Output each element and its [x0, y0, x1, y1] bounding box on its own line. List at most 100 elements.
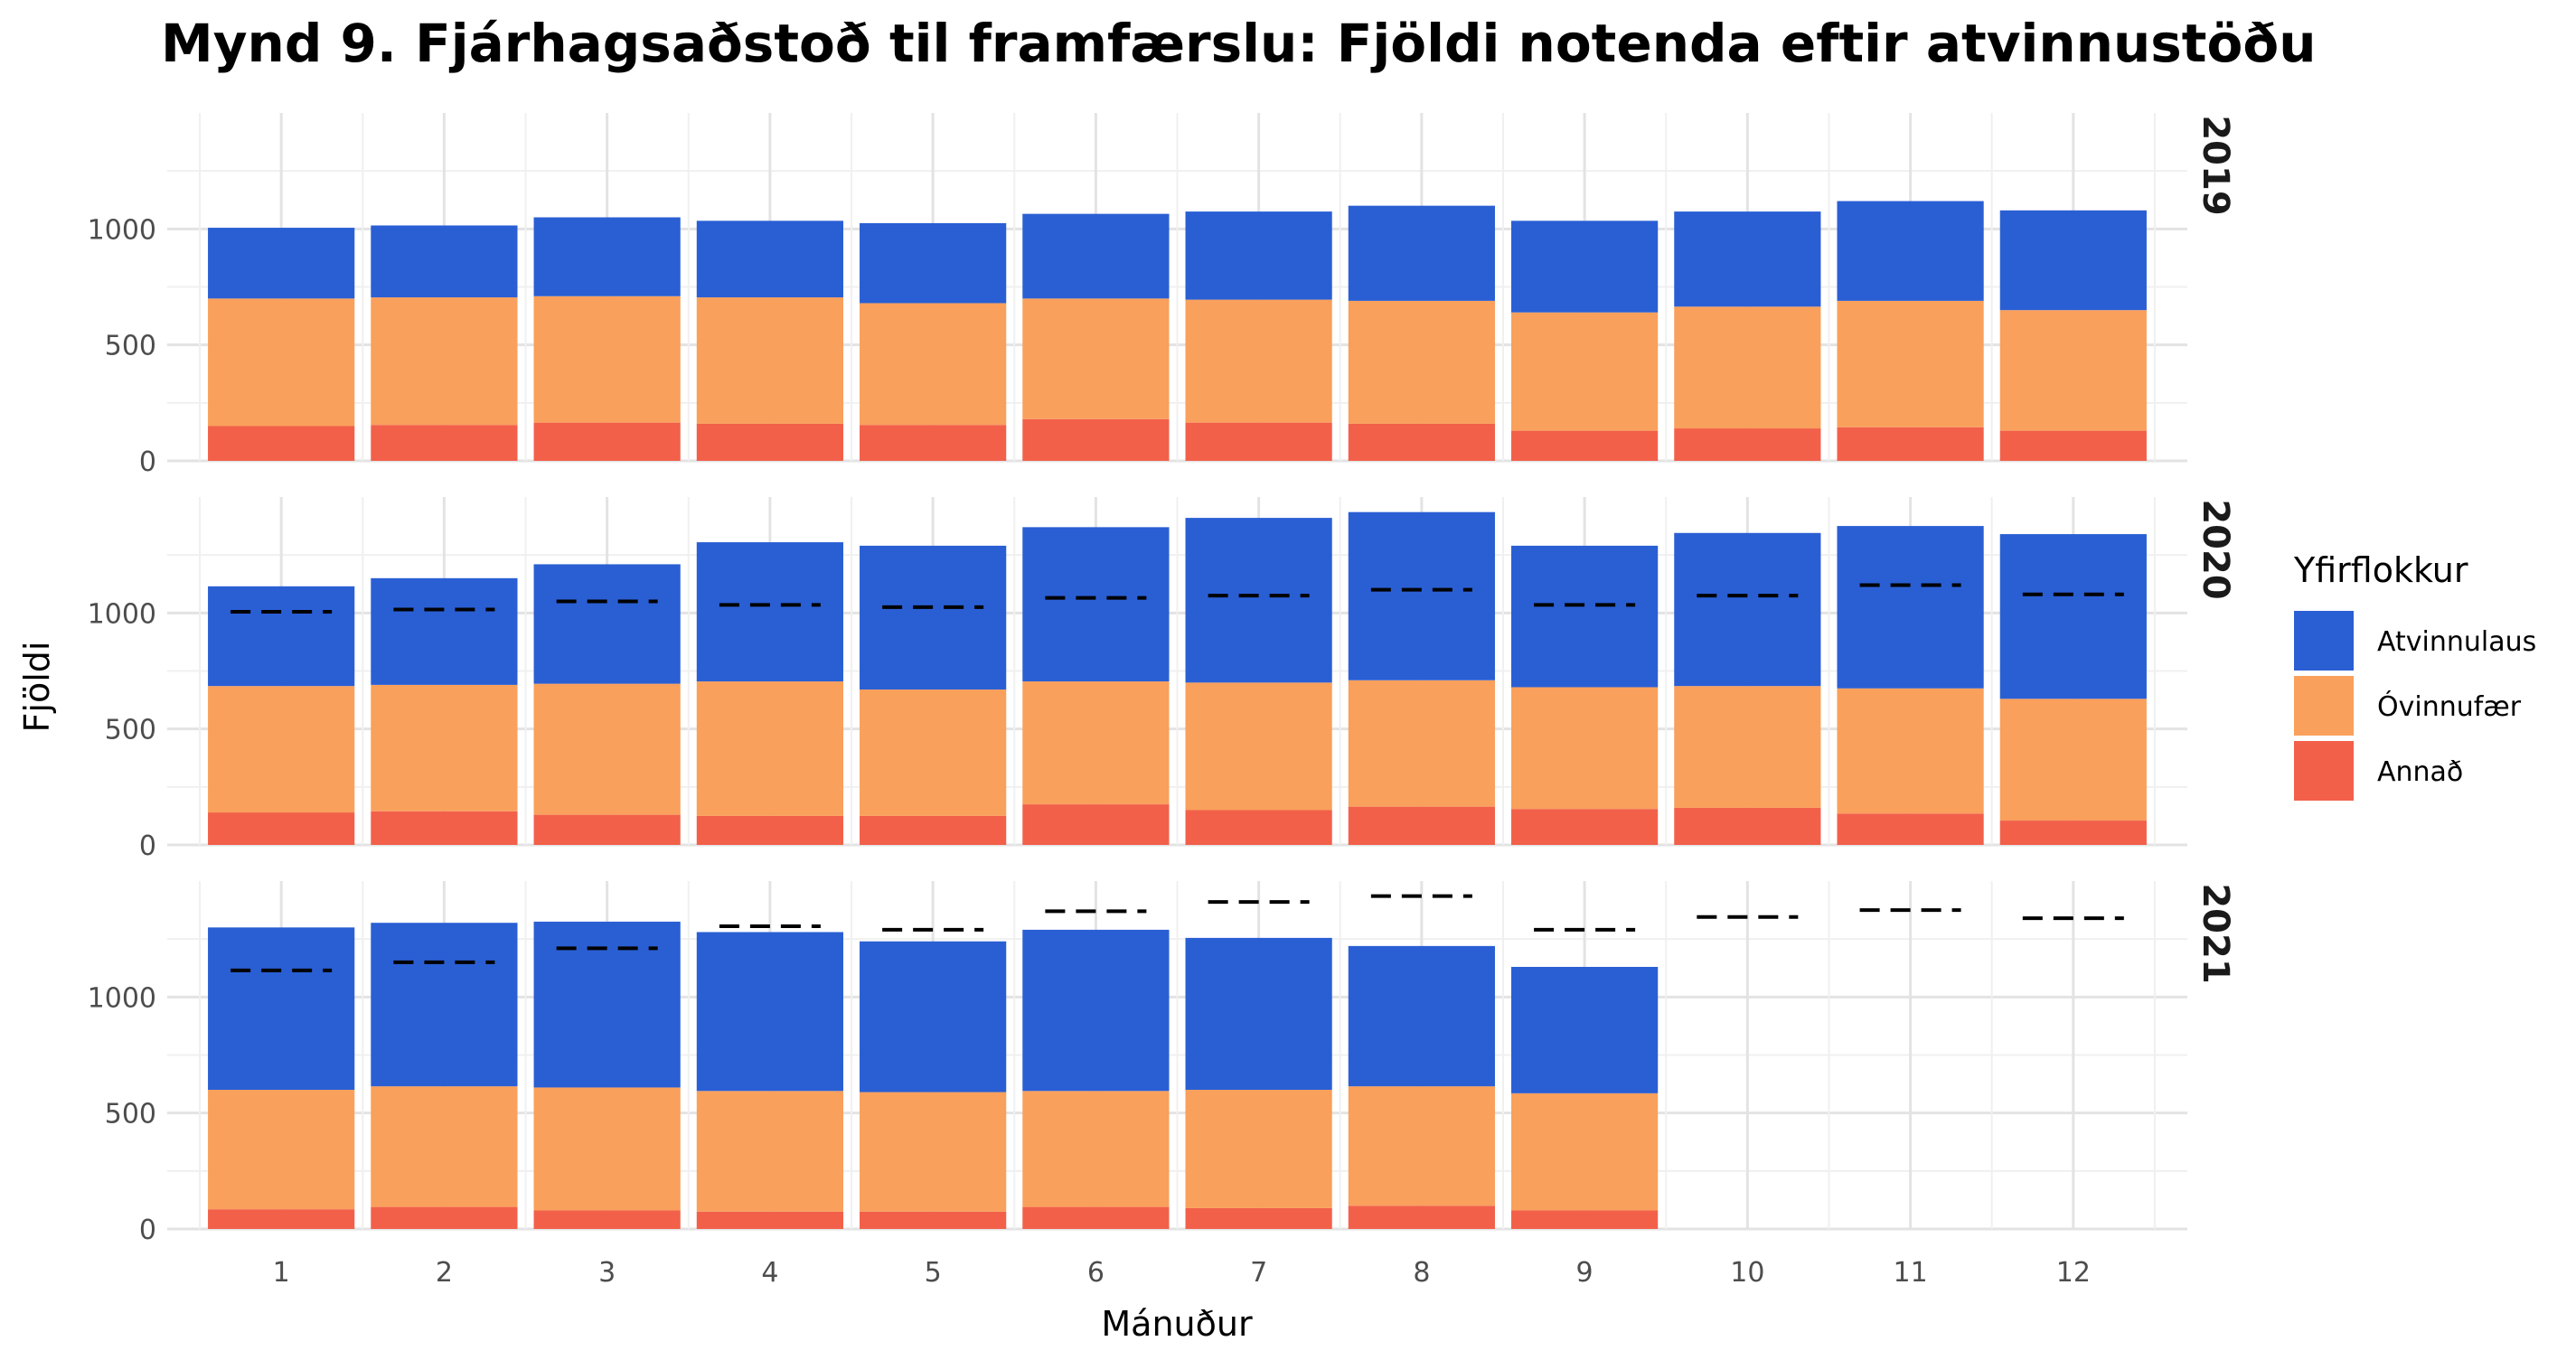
- bar-segment-annað: [1185, 422, 1332, 461]
- legend-key-atvinnulaus: [2294, 611, 2354, 671]
- panel-2020: 0 500 1000 2020: [88, 497, 2236, 862]
- legend-label: Óvinnufær: [2377, 689, 2522, 723]
- bar-segment-annað: [1022, 804, 1170, 845]
- panel-2021: 0 500 1000 2021: [88, 881, 2236, 1246]
- bar-segment-óvinnufær: [696, 297, 844, 424]
- legend: Yfirflokkur Atvinnulaus Óvinnufær Annað: [2293, 550, 2536, 801]
- bar-segment-annað: [371, 811, 518, 845]
- panel-strip-label: 2019: [2195, 115, 2236, 215]
- y-tick-label: 0: [139, 830, 156, 862]
- bar-segment-annað: [533, 814, 681, 845]
- bar-segment-atvinnulaus: [1510, 545, 1659, 688]
- bar-segment-óvinnufær: [1837, 300, 1984, 427]
- bar-segment-atvinnulaus: [860, 222, 1007, 304]
- bar-segment-óvinnufær: [860, 1092, 1007, 1212]
- bar-segment-atvinnulaus: [1185, 518, 1332, 683]
- bar-segment-óvinnufær: [1674, 686, 1821, 808]
- bar-segment-atvinnulaus: [371, 225, 518, 298]
- bar-segment-annað: [1510, 809, 1659, 845]
- x-tick-label: 9: [1576, 1257, 1594, 1289]
- bar-segment-annað: [1674, 807, 1821, 845]
- bar-segment-atvinnulaus: [208, 586, 355, 687]
- bar-segment-óvinnufær: [1185, 299, 1332, 423]
- bar-segment-atvinnulaus: [1348, 945, 1495, 1087]
- bar-segment-annað: [1510, 1210, 1659, 1229]
- bar-segment-atvinnulaus: [696, 542, 844, 682]
- y-tick-label: 500: [105, 715, 156, 746]
- bar-segment-óvinnufær: [533, 1087, 681, 1211]
- panel-strip-label: 2020: [2195, 499, 2236, 599]
- bar-segment-atvinnulaus: [371, 577, 518, 685]
- bar-segment-atvinnulaus: [371, 923, 518, 1087]
- bar-segment-atvinnulaus: [1510, 220, 1659, 313]
- bar-segment-annað: [533, 422, 681, 461]
- bar-segment-óvinnufær: [533, 683, 681, 815]
- bar-segment-annað: [371, 425, 518, 461]
- bar-segment-annað: [1837, 813, 1984, 845]
- bar-segment-atvinnulaus: [533, 564, 681, 684]
- panel-strip-label: 2021: [2195, 883, 2236, 983]
- y-tick-label: 1000: [88, 982, 156, 1014]
- bar-segment-atvinnulaus: [1022, 527, 1170, 682]
- bar-segment-annað: [1999, 821, 2147, 845]
- bar-segment-annað: [1022, 418, 1170, 461]
- bar-segment-annað: [1348, 1205, 1495, 1229]
- bar-segment-óvinnufær: [208, 686, 355, 813]
- bar-segment-óvinnufær: [1185, 1090, 1332, 1208]
- bar-segment-atvinnulaus: [1837, 201, 1984, 301]
- bar-segment-atvinnulaus: [1510, 966, 1659, 1093]
- bar-segment-annað: [1185, 810, 1332, 845]
- bar-segment-óvinnufær: [1510, 687, 1659, 810]
- bar-segment-annað: [1999, 430, 2147, 461]
- bar-segment-atvinnulaus: [1837, 526, 1984, 689]
- x-tick-label: 7: [1250, 1257, 1267, 1289]
- bar-segment-atvinnulaus: [696, 932, 844, 1092]
- legend-label: Atvinnulaus: [2377, 626, 2536, 658]
- bar-segment-atvinnulaus: [1999, 534, 2147, 699]
- bar-segment-atvinnulaus: [1674, 532, 1821, 687]
- bar-segment-óvinnufær: [371, 684, 518, 811]
- bar-segment-atvinnulaus: [696, 220, 844, 298]
- bar-segment-óvinnufær: [371, 297, 518, 426]
- bar-segment-annað: [208, 812, 355, 845]
- bar-segment-annað: [860, 815, 1007, 845]
- bar-segment-óvinnufær: [371, 1086, 518, 1207]
- bar-segment-atvinnulaus: [1185, 937, 1332, 1090]
- bar-segment-atvinnulaus: [860, 545, 1007, 690]
- bar-segment-annað: [1022, 1206, 1170, 1229]
- x-tick-label: 6: [1087, 1257, 1105, 1289]
- bar-segment-annað: [208, 426, 355, 461]
- bar-segment-óvinnufær: [208, 298, 355, 427]
- chart-title: Mynd 9. Fjárhagsaðstoð til framfærslu: F…: [161, 13, 2317, 74]
- bar-segment-óvinnufær: [1185, 682, 1332, 811]
- x-tick-label: 12: [2056, 1257, 2091, 1289]
- bar-segment-annað: [1837, 427, 1984, 461]
- bar-segment-annað: [371, 1206, 518, 1229]
- bar-segment-annað: [1510, 430, 1659, 461]
- bar-segment-óvinnufær: [1348, 300, 1495, 424]
- bar-segment-óvinnufær: [1348, 680, 1495, 807]
- bar-segment-óvinnufær: [1837, 688, 1984, 814]
- y-tick-label: 500: [105, 1099, 156, 1130]
- bar-segment-óvinnufær: [1999, 699, 2147, 821]
- x-tick-label: 2: [436, 1257, 453, 1289]
- bar-segment-annað: [1348, 423, 1495, 461]
- x-axis-title: Mánuður: [1101, 1304, 1253, 1344]
- bar-segment-annað: [533, 1210, 681, 1229]
- bar-segment-óvinnufær: [1510, 1093, 1659, 1211]
- x-tick-label: 3: [598, 1257, 616, 1289]
- bar-segment-óvinnufær: [696, 1091, 844, 1212]
- bar-segment-óvinnufær: [1348, 1086, 1495, 1206]
- bar-segment-annað: [1674, 428, 1821, 461]
- bar-segment-atvinnulaus: [1999, 210, 2147, 311]
- y-tick-label: 0: [139, 446, 156, 478]
- bar-segment-annað: [860, 1211, 1007, 1229]
- legend-key-óvinnufær: [2294, 676, 2354, 736]
- bar-segment-atvinnulaus: [1022, 929, 1170, 1092]
- bar-segment-atvinnulaus: [1185, 211, 1332, 300]
- bar-segment-atvinnulaus: [1348, 511, 1495, 680]
- bar-segment-óvinnufær: [1510, 312, 1659, 431]
- x-tick-label: 11: [1893, 1257, 1927, 1289]
